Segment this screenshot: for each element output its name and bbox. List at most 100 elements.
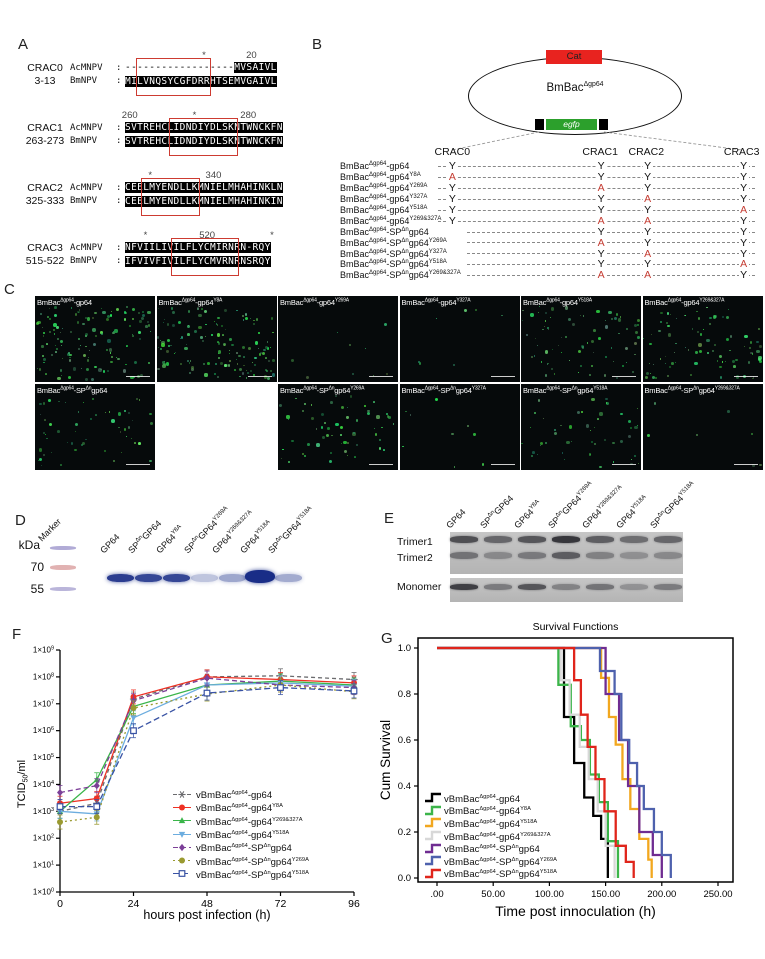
cell-dot xyxy=(747,361,751,364)
cell-dot xyxy=(650,372,652,374)
cell-dot xyxy=(198,326,202,330)
cell-dot xyxy=(236,362,239,365)
alignment-ruler: * 20 xyxy=(20,50,312,61)
cell-dot xyxy=(712,315,717,319)
cell-dot xyxy=(262,351,266,355)
cell-dot xyxy=(599,412,603,416)
organism-label: AcMNPV xyxy=(70,242,103,253)
legend-item: vBmBacΔgp64-SPΔngp64Y269A xyxy=(172,855,309,868)
alignment-row: 263-273 BmNPV: SVTREHCLIDNDIYDLSKNTWNCKFN xyxy=(20,135,312,149)
cell-dot xyxy=(125,345,128,348)
label-segment: BmBac xyxy=(158,298,182,307)
cell-dot xyxy=(215,363,218,365)
legend-label: vBmBacΔgp64-SPΔngp64Y269A xyxy=(444,857,557,868)
cell-dot xyxy=(531,455,533,458)
cell-dot xyxy=(727,308,729,311)
cell-dot xyxy=(105,411,107,413)
cell-dot xyxy=(533,355,535,357)
cell-dot xyxy=(553,372,556,375)
cell-dot xyxy=(159,339,161,341)
cell-dot xyxy=(687,349,689,351)
cell-dot xyxy=(140,373,144,377)
cell-dot xyxy=(667,324,670,328)
cell-dot xyxy=(603,374,607,377)
cell-dot xyxy=(751,352,754,355)
label-segment: -SP xyxy=(495,869,512,881)
cell-dot xyxy=(111,419,115,423)
cell-dot xyxy=(548,362,550,364)
cell-dot xyxy=(42,355,45,358)
cell-dot xyxy=(697,317,700,320)
cell-dot xyxy=(752,376,755,378)
cell-dot xyxy=(177,320,182,325)
cell-dot xyxy=(242,356,245,358)
label-segment: Δn xyxy=(693,385,699,392)
label-segment: Δgp64 xyxy=(479,793,496,800)
cell-dot xyxy=(564,459,566,461)
cell-dot xyxy=(241,345,245,350)
cell-dot xyxy=(39,457,43,461)
cell-dot xyxy=(335,395,337,397)
label-segment: BmBac xyxy=(340,270,370,281)
label-segment: Δgp64 xyxy=(583,81,604,89)
cell-dot xyxy=(670,313,672,315)
cell-dot xyxy=(629,426,632,429)
cell-dot xyxy=(223,309,227,313)
cell-dot xyxy=(101,308,103,309)
cell-dot xyxy=(253,319,255,322)
marker-lane-label: Marker xyxy=(36,516,64,544)
fluorescence-tile: BmBacΔgp64-gp64Y518A xyxy=(521,296,641,382)
cell-dot xyxy=(170,344,173,347)
svg-text:0: 0 xyxy=(57,898,63,910)
label-segment: Y518A xyxy=(272,829,290,836)
label-segment: -SP xyxy=(316,386,329,395)
legend-item: vBmBacΔgp64-SPΔngp64Y518A xyxy=(424,868,557,882)
cell-dot xyxy=(217,350,222,354)
cell-dot xyxy=(219,362,223,365)
cell-dot xyxy=(560,424,562,427)
crac-residue: A xyxy=(642,193,653,206)
tile-label: BmBacΔgp64-gp64Y8A xyxy=(159,298,223,307)
cell-dot xyxy=(78,311,80,313)
cell-dot xyxy=(386,415,389,418)
lane-label: GP64 xyxy=(98,531,123,556)
cell-dot xyxy=(588,374,591,377)
cell-dot xyxy=(637,336,641,340)
cell-dot xyxy=(473,433,476,436)
trimer1-band xyxy=(518,536,546,543)
cell-dot xyxy=(185,343,187,345)
cell-dot xyxy=(69,354,72,357)
cell-dot xyxy=(105,348,109,352)
cell-dot xyxy=(695,351,698,354)
cell-dot xyxy=(568,425,573,429)
cell-dot xyxy=(729,335,732,338)
crac-residue: A xyxy=(738,204,749,216)
tile-label: BmBacΔgp64-gp64Y327A xyxy=(402,298,471,307)
lane-label: SPΔnGP64Y518A xyxy=(266,505,317,556)
panel-g-chart: Survival Functions 0.0 0.2 0.4 0.6 0.8 1.0 .00 5… xyxy=(378,618,765,922)
label-segment: gp64 xyxy=(334,386,351,395)
cell-dot xyxy=(365,348,367,350)
cell-dot xyxy=(698,343,702,347)
cell-dot xyxy=(501,314,503,317)
cell-dot xyxy=(92,398,95,401)
cell-dot xyxy=(213,372,216,375)
crac-residue: Y xyxy=(447,204,458,216)
cell-dot xyxy=(60,339,64,343)
label-segment: Δgp64 xyxy=(369,215,387,222)
alignment-row: CRAC1 AcMNPV: SVTREHCLIDNDIYDLSKNTWNCKFN xyxy=(20,121,312,135)
cell-dot xyxy=(57,429,61,433)
label-segment: gp64 xyxy=(408,237,429,248)
cell-dot xyxy=(46,437,48,440)
cell-dot xyxy=(149,331,152,333)
cell-dot xyxy=(51,354,54,357)
legend-item: vBmBacΔgp64-gp64Y518A xyxy=(172,829,309,842)
label-segment: Y269A xyxy=(350,385,365,392)
label-segment: BmBac xyxy=(340,248,370,259)
label-segment: BmBac xyxy=(523,298,547,307)
cell-dot xyxy=(341,405,345,409)
construct-row: BmBacΔgp64-gp64Y8A A Y Y Y xyxy=(340,171,758,184)
monomer-blot xyxy=(450,578,683,602)
sequence-text: MILVNQSYCGFDRRHTSEMVGAIVL xyxy=(125,75,277,87)
